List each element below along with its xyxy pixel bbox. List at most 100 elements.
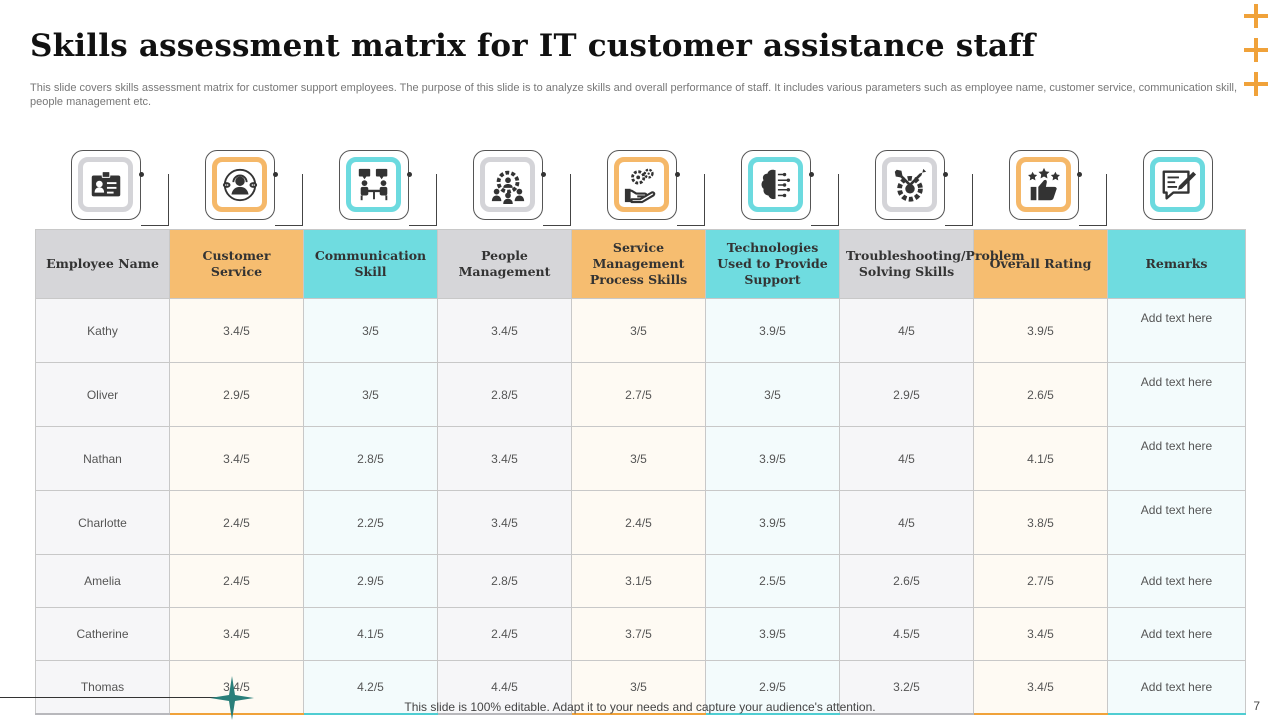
score-cell: 2.7/5 (571, 362, 706, 427)
people-management-gear-icon (480, 157, 535, 212)
decorative-plus-group (1244, 4, 1268, 106)
plus-icon (1244, 4, 1268, 28)
score-cell: 2.9/5 (303, 554, 438, 608)
score-cell: 3.7/5 (571, 607, 706, 661)
column-header: Customer Service (169, 229, 304, 299)
troubleshooting-tools-gear-icon (882, 157, 937, 212)
employee-name-cell: Amelia (35, 554, 170, 608)
column-header: Troubleshooting/Problem Solving Skills (839, 229, 1025, 299)
technology-brain-circuit-icon (748, 157, 803, 212)
column-header: Communication Skill (303, 229, 438, 299)
column-header: Technologies Used to Provide Support (705, 229, 840, 299)
remarks-cell[interactable]: Add text here (1107, 426, 1246, 491)
remarks-cell[interactable]: Add text here (1107, 607, 1246, 661)
icon-cell-customer-service (169, 150, 303, 230)
column-header: People Management (437, 229, 572, 299)
score-cell: 2.9/5 (839, 362, 974, 427)
score-cell: 2.4/5 (437, 607, 572, 661)
remarks-cell[interactable]: Add text here (1107, 490, 1246, 555)
score-cell: 3.4/5 (169, 607, 304, 661)
employee-name-cell: Charlotte (35, 490, 170, 555)
icon-cell-overall-rating (973, 150, 1107, 230)
score-cell: 2.7/5 (973, 554, 1108, 608)
score-cell: 3.4/5 (169, 426, 304, 491)
customer-service-headset-icon (212, 157, 267, 212)
column-header: Overall Rating (973, 229, 1108, 299)
icon-cell-communication-skill (303, 150, 437, 230)
remarks-cell[interactable]: Add text here (1107, 660, 1246, 715)
score-cell: 3/5 (571, 660, 706, 715)
table-row: Kathy 3.4/5 3/5 3.4/5 3/5 3.9/5 4/5 3.9/… (35, 298, 1246, 363)
employee-name-cell: Nathan (35, 426, 170, 491)
footer-divider (0, 697, 232, 698)
table-row: Oliver 2.9/5 3/5 2.8/5 2.7/5 3/5 2.9/5 2… (35, 362, 1246, 427)
score-cell: 4.5/5 (839, 607, 974, 661)
icon-cell-employee-name (35, 150, 169, 230)
column-header: Employee Name (35, 229, 170, 299)
score-cell: 3.4/5 (169, 660, 304, 715)
slide-subtitle: This slide covers skills assessment matr… (30, 82, 1238, 108)
score-cell: 3.9/5 (705, 426, 840, 491)
remarks-note-pen-icon (1150, 157, 1205, 212)
icon-cell-people-management (437, 150, 571, 230)
id-card-icon (78, 157, 133, 212)
score-cell: 2.8/5 (437, 554, 572, 608)
column-header: Remarks (1107, 229, 1246, 299)
score-cell: 3/5 (303, 362, 438, 427)
plus-icon (1244, 38, 1268, 62)
employee-name-cell: Oliver (35, 362, 170, 427)
score-cell: 2.8/5 (437, 362, 572, 427)
score-cell: 3.1/5 (571, 554, 706, 608)
rating-thumbs-up-stars-icon (1016, 157, 1071, 212)
table-row: Thomas 3.4/5 4.2/5 4.4/5 3/5 2.9/5 3.2/5… (35, 660, 1246, 715)
score-cell: 4.2/5 (303, 660, 438, 715)
score-cell: 3/5 (303, 298, 438, 363)
score-cell: 2.9/5 (705, 660, 840, 715)
score-cell: 2.4/5 (169, 490, 304, 555)
score-cell: 2.9/5 (169, 362, 304, 427)
score-cell: 2.6/5 (839, 554, 974, 608)
score-cell: 4/5 (839, 490, 974, 555)
employee-name-cell: Catherine (35, 607, 170, 661)
plus-icon (1244, 72, 1268, 96)
score-cell: 3.9/5 (705, 298, 840, 363)
score-cell: 2.2/5 (303, 490, 438, 555)
column-header: Service Management Process Skills (571, 229, 706, 299)
slide-title: Skills assessment matrix for IT customer… (30, 28, 1036, 64)
score-cell: 2.8/5 (303, 426, 438, 491)
icon-cell-remarks (1107, 150, 1241, 230)
remarks-cell[interactable]: Add text here (1107, 554, 1246, 608)
table-header-row: Employee Name Customer Service Communica… (35, 229, 1246, 299)
score-cell: 3.4/5 (437, 298, 572, 363)
table-row: Amelia 2.4/5 2.9/5 2.8/5 3.1/5 2.5/5 2.6… (35, 554, 1246, 608)
score-cell: 3.9/5 (705, 490, 840, 555)
communication-meeting-icon (346, 157, 401, 212)
icon-cell-troubleshooting (839, 150, 973, 230)
footer-note: This slide is 100% editable. Adapt it to… (404, 700, 876, 714)
score-cell: 2.6/5 (973, 362, 1108, 427)
table-row: Catherine 3.4/5 4.1/5 2.4/5 3.7/5 3.9/5 … (35, 607, 1246, 661)
score-cell: 3.4/5 (973, 607, 1108, 661)
icon-cell-technologies (705, 150, 839, 230)
skills-matrix-table: Employee Name Customer Service Communica… (35, 229, 1246, 715)
score-cell: 3.4/5 (973, 660, 1108, 715)
icon-cell-service-management (571, 150, 705, 230)
service-management-hand-gears-icon (614, 157, 669, 212)
remarks-cell[interactable]: Add text here (1107, 362, 1246, 427)
table-row: Charlotte 2.4/5 2.2/5 3.4/5 2.4/5 3.9/5 … (35, 490, 1246, 555)
score-cell: 3.4/5 (437, 490, 572, 555)
score-cell: 4.1/5 (973, 426, 1108, 491)
score-cell: 3.2/5 (839, 660, 974, 715)
score-cell: 3/5 (571, 426, 706, 491)
score-cell: 3/5 (705, 362, 840, 427)
four-point-star-icon (210, 676, 254, 720)
score-cell: 2.4/5 (169, 554, 304, 608)
score-cell: 2.4/5 (571, 490, 706, 555)
score-cell: 3.4/5 (437, 426, 572, 491)
remarks-cell[interactable]: Add text here (1107, 298, 1246, 363)
score-cell: 2.5/5 (705, 554, 840, 608)
score-cell: 3/5 (571, 298, 706, 363)
table-row: Nathan 3.4/5 2.8/5 3.4/5 3/5 3.9/5 4/5 4… (35, 426, 1246, 491)
score-cell: 3.9/5 (973, 298, 1108, 363)
score-cell: 4.1/5 (303, 607, 438, 661)
